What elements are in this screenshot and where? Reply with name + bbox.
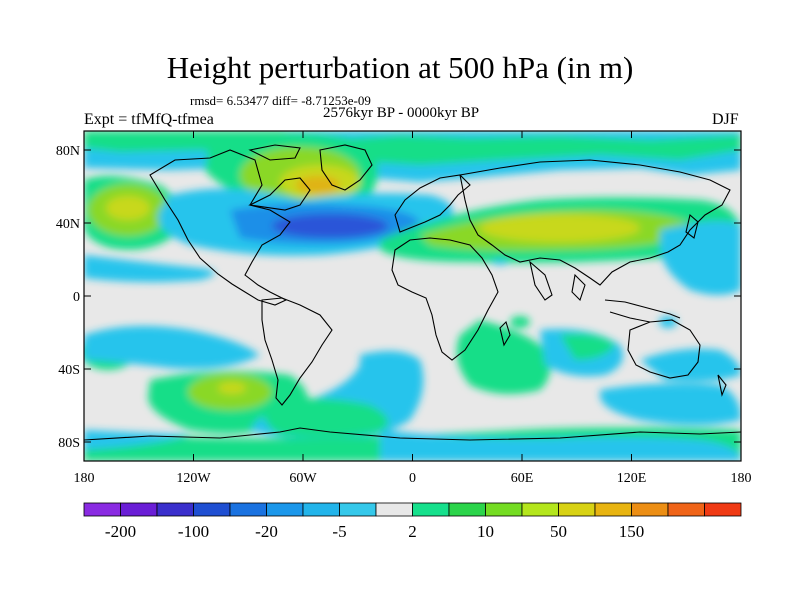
latitude-label: 40N	[56, 217, 80, 232]
colorbar-swatch	[266, 502, 304, 517]
colorbar-swatch	[704, 502, 742, 517]
longitude-label: 0	[409, 471, 416, 486]
colorbar-swatch	[558, 502, 596, 517]
longitude-labels: 180 120W 60W 0 60E 120E 180	[74, 471, 752, 486]
colorbar-swatch	[83, 502, 121, 517]
colorbar-swatch	[594, 502, 632, 517]
latitude-label: 80N	[56, 144, 80, 159]
colorbar-swatch	[521, 502, 559, 517]
colorbar-label: -100	[178, 522, 209, 541]
season-label: DJF	[712, 111, 739, 128]
contour-field	[84, 131, 741, 461]
asia-outline	[459, 159, 731, 286]
longitude-label: 60W	[289, 471, 317, 486]
colorbar-swatch	[229, 502, 267, 517]
colorbar-label: -5	[332, 522, 346, 541]
plot-title: Height perturbation at 500 hPa (in m)	[166, 50, 634, 85]
colorbar-label: 150	[619, 522, 645, 541]
colorbar-swatch	[667, 502, 705, 517]
africa-outline	[391, 237, 499, 361]
period-label: 2576kyr BP - 0000kyr BP	[323, 105, 480, 121]
colorbar-swatch	[302, 502, 340, 517]
longitude-label: 120E	[617, 471, 647, 486]
europe-outline	[394, 174, 471, 233]
antarctica-outline	[84, 427, 741, 441]
latitude-label: 40S	[58, 363, 80, 378]
longitude-label: 60E	[511, 471, 534, 486]
colorbar-swatch	[120, 502, 158, 517]
longitude-label: 180	[731, 471, 752, 486]
latitude-labels: 80N 40N 0 40S 80S	[56, 144, 80, 451]
colorbar-label: 2	[408, 522, 417, 541]
colorbar-label: 50	[550, 522, 567, 541]
south-america-outline	[261, 297, 333, 406]
latitude-label: 0	[73, 290, 80, 305]
experiment-label: Expt = tfMfQ-tfmea	[84, 111, 214, 128]
longitude-label: 180	[74, 471, 95, 486]
axis-ticks	[83, 131, 742, 461]
colorbar	[83, 502, 742, 517]
latitude-label: 80S	[58, 436, 80, 451]
colorbar-label: -200	[105, 522, 136, 541]
colorbar-labels: -200 -100 -20 -5 2 10 50 150	[105, 522, 644, 541]
colorbar-label: 10	[477, 522, 494, 541]
colorbar-swatch	[156, 502, 194, 517]
colorbar-swatch	[448, 502, 486, 517]
greenland-outline	[319, 144, 373, 191]
colorbar-swatch	[375, 502, 413, 517]
north-america-outline	[149, 149, 291, 306]
colorbar-swatch	[193, 502, 231, 517]
colorbar-swatch	[485, 502, 523, 517]
colorbar-swatch	[339, 502, 377, 517]
australia-outline	[627, 319, 701, 379]
coastlines	[84, 144, 741, 441]
colorbar-swatch	[412, 502, 450, 517]
longitude-label: 120W	[176, 471, 211, 486]
stats-text: rmsd= 6.53477 diff= -8.71253e-09	[190, 93, 371, 108]
colorbar-swatch	[631, 502, 669, 517]
colorbar-label: -20	[255, 522, 278, 541]
